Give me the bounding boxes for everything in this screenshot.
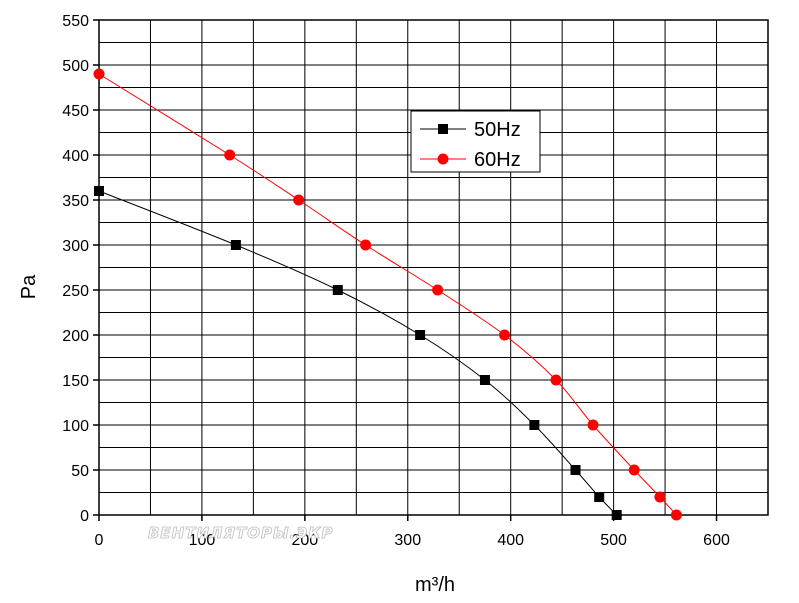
data-point-60hz [499, 329, 511, 341]
x-tick-label: 0 [95, 532, 104, 549]
legend-box [410, 110, 541, 173]
y-tick-label: 450 [62, 103, 89, 120]
y-tick-label: 250 [62, 283, 89, 300]
data-point-60hz [654, 491, 666, 503]
x-tick-label: 400 [497, 532, 524, 549]
data-point-50hz [570, 465, 581, 475]
data-point-60hz [628, 464, 640, 476]
data-point-60hz [587, 419, 599, 431]
y-tick-label: 150 [62, 373, 89, 390]
grid [98, 19, 769, 516]
y-tick-label: 300 [62, 238, 89, 255]
legend-marker-50hz [438, 124, 448, 134]
y-tick-label: 50 [71, 463, 89, 480]
data-point-50hz [529, 420, 540, 430]
data-point-50hz [479, 375, 490, 385]
data-point-50hz [332, 285, 343, 295]
data-point-50hz [94, 186, 104, 196]
y-tick-label: 400 [62, 148, 89, 165]
y-tick-label: 200 [62, 328, 89, 345]
data-point-60hz [670, 509, 682, 521]
y-tick-label: 100 [62, 418, 89, 435]
data-point-60hz [293, 194, 305, 206]
series-line-60hz [98, 73, 677, 516]
y-axis: 0 50 100 150 200 250 300 350 400 450 500 550 [62, 13, 99, 525]
legend-marker-60hz [437, 153, 449, 165]
x-tick-label: 300 [394, 532, 421, 549]
x-tick-label: 600 [703, 532, 730, 549]
x-tick-label: 100 [189, 532, 216, 549]
data-point-50hz [415, 330, 426, 340]
y-tick-label: 350 [62, 193, 89, 210]
data-point-50hz [594, 492, 605, 502]
data-point-60hz [360, 239, 372, 251]
data-point-60hz [224, 149, 236, 161]
y-tick-label: 550 [62, 13, 89, 30]
x-tick-label: 200 [291, 532, 318, 549]
legend-label-50hz: 50Hz [474, 119, 521, 141]
legend-label-60hz: 60Hz [474, 149, 521, 171]
data-point-60hz [432, 284, 444, 296]
watermark-logo: ВЕНТИЛЯТОРЫ.ЭКР [148, 524, 334, 542]
x-axis: 0 100 200 300 400 500 600 [95, 515, 730, 549]
y-axis-title: Pa [18, 274, 40, 299]
x-axis-title: m³/h [415, 574, 455, 596]
plot-area [93, 68, 682, 521]
y-tick-label: 0 [80, 508, 89, 525]
data-point-50hz [230, 240, 241, 250]
data-point-50hz [611, 510, 622, 520]
x-tick-label: 500 [600, 532, 627, 549]
plot-frame [98, 19, 769, 516]
data-point-60hz [550, 374, 562, 386]
data-point-60hz [93, 68, 105, 80]
y-tick-label: 500 [62, 58, 89, 75]
legend: 50Hz 60Hz [410, 110, 541, 173]
